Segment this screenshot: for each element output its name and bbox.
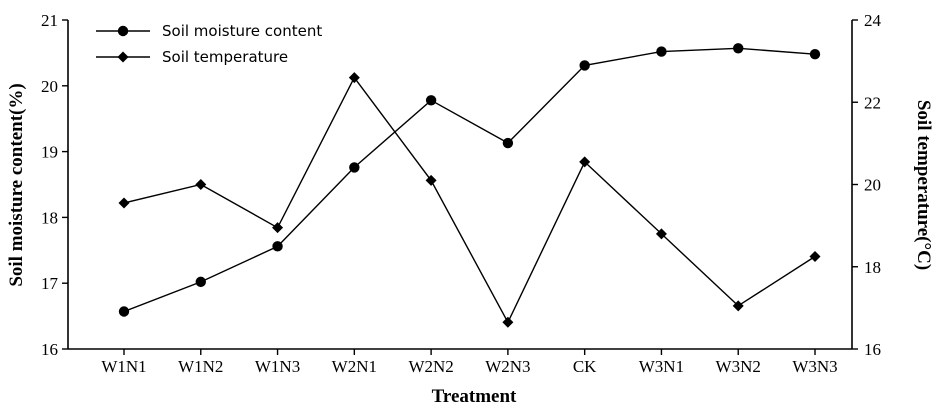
x-tick-label: CK xyxy=(573,357,597,376)
x-tick-label: W2N1 xyxy=(332,357,377,376)
x-tick-label: W1N1 xyxy=(101,357,146,376)
data-point-moisture xyxy=(425,95,437,106)
data-point-moisture xyxy=(195,276,206,288)
data-point-temperature xyxy=(118,197,130,209)
data-point-moisture xyxy=(118,306,130,317)
x-tick-label: W3N2 xyxy=(716,357,761,376)
x-tick-label: W2N2 xyxy=(408,357,453,376)
data-point-temperature xyxy=(348,72,360,84)
data-point-temperature xyxy=(655,228,667,240)
x-ticks: W1N1 W1N2 W1N3 W2N1 W2N2 W2N3 CK W3N1 W3N2 W3N3 xyxy=(101,349,838,376)
left-y-tick-label: 16 xyxy=(41,340,58,359)
legend-marker-moisture xyxy=(117,25,129,37)
series-layer xyxy=(118,43,821,328)
data-point-temperature xyxy=(732,300,744,312)
right-y-axis-title: Soil temperature(°C) xyxy=(913,100,934,270)
data-point-moisture xyxy=(349,162,360,173)
data-point-temperature xyxy=(425,174,437,186)
left-y-tick-label: 20 xyxy=(41,77,58,96)
left-y-tick-label: 18 xyxy=(41,208,58,227)
x-tick-label: W1N2 xyxy=(178,357,223,376)
right-y-tick-label: 16 xyxy=(864,340,881,359)
right-y-tick-label: 24 xyxy=(864,11,882,30)
right-y-tick-label: 20 xyxy=(864,176,881,195)
data-point-moisture xyxy=(272,241,283,252)
data-point-moisture xyxy=(656,46,667,57)
left-y-ticks: 16 17 18 19 20 21 xyxy=(41,11,68,359)
data-point-moisture xyxy=(733,43,744,54)
data-point-temperature xyxy=(579,156,591,168)
right-y-tick-label: 22 xyxy=(864,93,881,112)
data-point-moisture xyxy=(579,60,590,71)
x-tick-label: W3N3 xyxy=(792,357,837,376)
legend-label-moisture: Soil moisture content xyxy=(162,22,322,40)
left-y-tick-label: 21 xyxy=(41,11,58,30)
right-y-tick-label: 18 xyxy=(864,258,881,277)
left-y-tick-label: 19 xyxy=(41,143,58,162)
left-y-axis-title: Soil moisture content(%) xyxy=(6,83,27,286)
x-tick-label: W1N3 xyxy=(255,357,300,376)
data-point-moisture xyxy=(502,137,514,149)
x-tick-label: W3N1 xyxy=(639,357,684,376)
axes xyxy=(67,20,853,350)
series-line-temperature xyxy=(123,76,816,324)
legend-label-temperature: Soil temperature xyxy=(162,48,288,66)
legend-marker-temperature xyxy=(117,51,129,63)
data-point-temperature xyxy=(809,250,821,262)
data-point-temperature xyxy=(502,316,514,328)
x-tick-label: W2N3 xyxy=(485,357,530,376)
series-line-moisture xyxy=(123,47,816,313)
data-point-moisture xyxy=(809,49,821,60)
data-point-temperature xyxy=(272,222,284,234)
x-axis-title: Treatment xyxy=(432,386,517,407)
legend: Soil moisture content Soil temperature xyxy=(96,22,322,66)
left-y-tick-label: 17 xyxy=(41,274,59,293)
data-point-temperature xyxy=(195,179,207,190)
right-y-ticks: 16 18 20 22 24 xyxy=(852,11,882,359)
